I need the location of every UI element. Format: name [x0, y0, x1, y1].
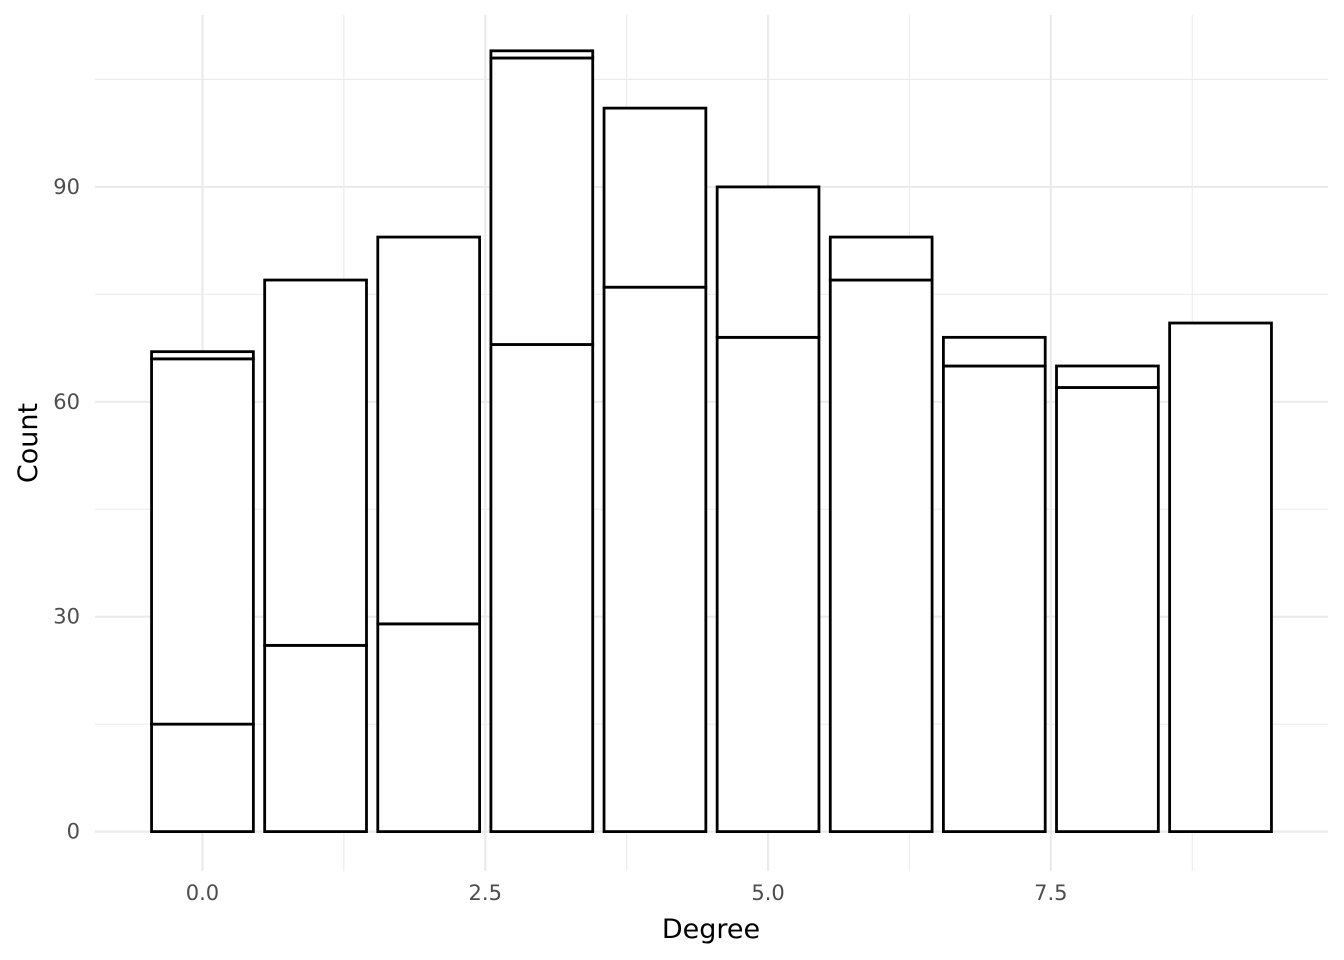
tick-labels: 0.0 2.5 5.0 7.5 0 30 60 90	[53, 175, 1067, 905]
y-tick-label: 0	[67, 820, 80, 844]
bar-segment	[150, 350, 255, 361]
bar-segment	[941, 364, 1047, 834]
bar-segment	[602, 285, 708, 834]
bar-stack	[715, 185, 821, 834]
bar-stack	[941, 335, 1047, 834]
y-tick-label: 30	[53, 605, 80, 629]
bar-segment	[489, 343, 595, 834]
bar-segment	[150, 357, 255, 726]
x-axis-title: Degree	[662, 914, 760, 945]
bar-segment	[602, 106, 708, 289]
bar-segment	[376, 235, 482, 626]
bar-segment	[828, 235, 934, 282]
bar-stack	[489, 49, 595, 834]
bar-segment	[1055, 364, 1160, 389]
y-axis-title: Count	[13, 403, 44, 483]
bar-segment	[715, 335, 821, 834]
bar-segment	[715, 185, 821, 339]
bars-layer	[150, 49, 1273, 834]
x-tick-label: 5.0	[751, 881, 784, 905]
bar-segment	[263, 278, 368, 647]
bar-segment	[828, 278, 934, 834]
bar-stack	[602, 106, 708, 834]
bar-stack	[263, 278, 368, 834]
bar-segment	[263, 643, 368, 834]
bar-stack	[150, 350, 255, 834]
bar-segment	[941, 335, 1047, 368]
x-tick-label: 0.0	[186, 881, 219, 905]
y-tick-label: 60	[53, 390, 80, 414]
bar-stack	[1055, 364, 1160, 834]
x-tick-label: 7.5	[1034, 881, 1067, 905]
bar-stack	[376, 235, 482, 834]
y-tick-label: 90	[53, 175, 80, 199]
bar-segment	[1055, 386, 1160, 834]
bar-segment	[1168, 321, 1273, 834]
bar-stack	[828, 235, 934, 834]
bar-segment	[489, 49, 595, 60]
bar-segment	[489, 56, 595, 346]
bar-segment	[376, 622, 482, 834]
bar-stack	[1168, 321, 1273, 834]
bar-segment	[150, 722, 255, 834]
x-tick-label: 2.5	[469, 881, 502, 905]
